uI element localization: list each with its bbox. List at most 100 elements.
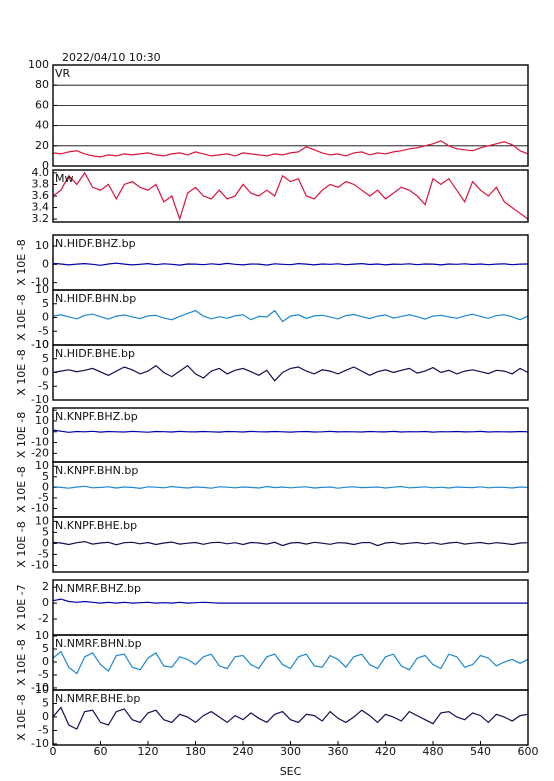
y-tick-label: 40: [35, 119, 49, 132]
data-line: [53, 540, 528, 547]
data-line: [53, 650, 528, 675]
y-tick-label: -10: [31, 338, 49, 351]
data-line: [53, 706, 528, 730]
y-tick-label: -10: [31, 276, 49, 289]
panel-frame: [52, 169, 529, 223]
panel-frame: [52, 64, 529, 167]
y-tick-label: -10: [31, 393, 49, 406]
y-tick-label: 5: [42, 696, 49, 709]
data-line: [53, 364, 528, 382]
y-tick-label: 10: [35, 459, 49, 472]
panel-label: N.KNPF.BHN.bp: [55, 464, 138, 477]
y-axis-label: X 10E -8: [15, 239, 28, 285]
data-line: [53, 262, 528, 266]
y-axis-label: X 10E -8: [15, 466, 28, 512]
panel-label: N.HIDF.BHE.bp: [55, 347, 135, 360]
x-tick-label: 300: [280, 745, 301, 758]
y-tick-label: 0: [42, 710, 49, 723]
y-tick-label: 5: [42, 642, 49, 655]
y-tick-label: 10: [35, 414, 49, 427]
y-tick-label: 5: [42, 525, 49, 538]
y-tick-label: 10: [35, 338, 49, 351]
y-tick-label: 3.2: [32, 212, 50, 225]
panel-label: N.NMRF.BHZ.bp: [55, 582, 141, 595]
y-axis-label: X 10E -8: [15, 349, 28, 395]
data-line: [53, 309, 528, 323]
x-tick-label: 0: [50, 745, 57, 758]
y-tick-label: -5: [38, 547, 49, 560]
chart-title: 2022/04/10 10:30: [62, 51, 161, 64]
panel-label: VR: [55, 67, 71, 80]
y-tick-label: 20: [35, 139, 49, 152]
y-tick-label: -5: [38, 379, 49, 392]
data-line: [53, 429, 528, 433]
x-tick-label: 180: [185, 745, 206, 758]
panel-label: N.NMRF.BHN.bp: [55, 637, 142, 650]
y-tick-label: 60: [35, 98, 49, 111]
panel-label: N.HIDF.BHZ.bp: [55, 237, 136, 250]
y-tick-label: 0: [42, 366, 49, 379]
x-tick-label: 60: [94, 745, 108, 758]
x-axis-label: SEC: [280, 765, 302, 778]
y-tick-label: -10: [31, 558, 49, 571]
y-tick-label: -2: [38, 612, 49, 625]
data-line: [53, 598, 528, 604]
data-line: [53, 171, 528, 222]
y-tick-label: 3.4: [32, 201, 50, 214]
y-tick-label: 0: [42, 311, 49, 324]
y-tick-label: 3.6: [32, 189, 50, 202]
y-tick-label: 4.0: [32, 166, 50, 179]
y-tick-label: 0: [42, 425, 49, 438]
data-line: [53, 485, 528, 490]
y-tick-label: 3.8: [32, 177, 50, 190]
y-tick-label: 0: [42, 480, 49, 493]
y-tick-label: 0: [42, 596, 49, 609]
y-tick-label: -5: [38, 324, 49, 337]
y-tick-label: -10: [31, 681, 49, 694]
y-axis-label: X 10E -8: [15, 521, 28, 567]
y-tick-label: -10: [31, 436, 49, 449]
y-tick-label: 20: [35, 403, 49, 416]
x-tick-label: 120: [138, 745, 159, 758]
x-tick-label: 420: [375, 745, 396, 758]
panel-label: N.KNPF.BHZ.bp: [55, 410, 138, 423]
y-tick-label: 0: [42, 159, 49, 172]
panel-label: Mw: [55, 172, 74, 185]
y-tick-label: 100: [28, 58, 49, 71]
y-tick-label: 10: [35, 239, 49, 252]
y-tick-label: 10: [35, 514, 49, 527]
y-axis-label: X 10E -8: [15, 412, 28, 458]
x-tick-label: 480: [423, 745, 444, 758]
y-tick-label: 5: [42, 352, 49, 365]
y-tick-label: -10: [31, 737, 49, 750]
y-tick-label: -5: [38, 491, 49, 504]
x-tick-label: 240: [233, 745, 254, 758]
y-tick-label: 0: [42, 257, 49, 270]
y-tick-label: 5: [42, 297, 49, 310]
y-tick-label: 80: [35, 78, 49, 91]
panel-frame: [52, 516, 529, 573]
y-tick-label: 5: [42, 470, 49, 483]
y-tick-label: 0: [42, 655, 49, 668]
y-axis-label: X 10E -8: [15, 294, 28, 340]
y-axis-label: X 10E -7: [15, 584, 28, 630]
y-tick-label: 0: [42, 536, 49, 549]
y-tick-label: 10: [35, 683, 49, 696]
panel-frame: [52, 344, 529, 401]
y-tick-label: 2: [42, 580, 49, 593]
y-tick-label: -10: [31, 502, 49, 515]
y-tick-label: 10: [35, 629, 49, 642]
data-line: [53, 140, 528, 158]
panel-label: N.NMRF.BHE.bp: [55, 692, 140, 705]
x-tick-label: 540: [470, 745, 491, 758]
y-tick-label: -20: [31, 446, 49, 459]
panel-label: N.KNPF.BHE.bp: [55, 519, 137, 532]
y-axis-label: X 10E -8: [15, 694, 28, 740]
y-tick-label: 10: [35, 283, 49, 296]
x-tick-label: 600: [518, 745, 539, 758]
y-tick-label: -5: [38, 668, 49, 681]
y-tick-label: -5: [38, 723, 49, 736]
x-tick-label: 360: [328, 745, 349, 758]
panel-label: N.HIDF.BHN.bp: [55, 292, 136, 305]
